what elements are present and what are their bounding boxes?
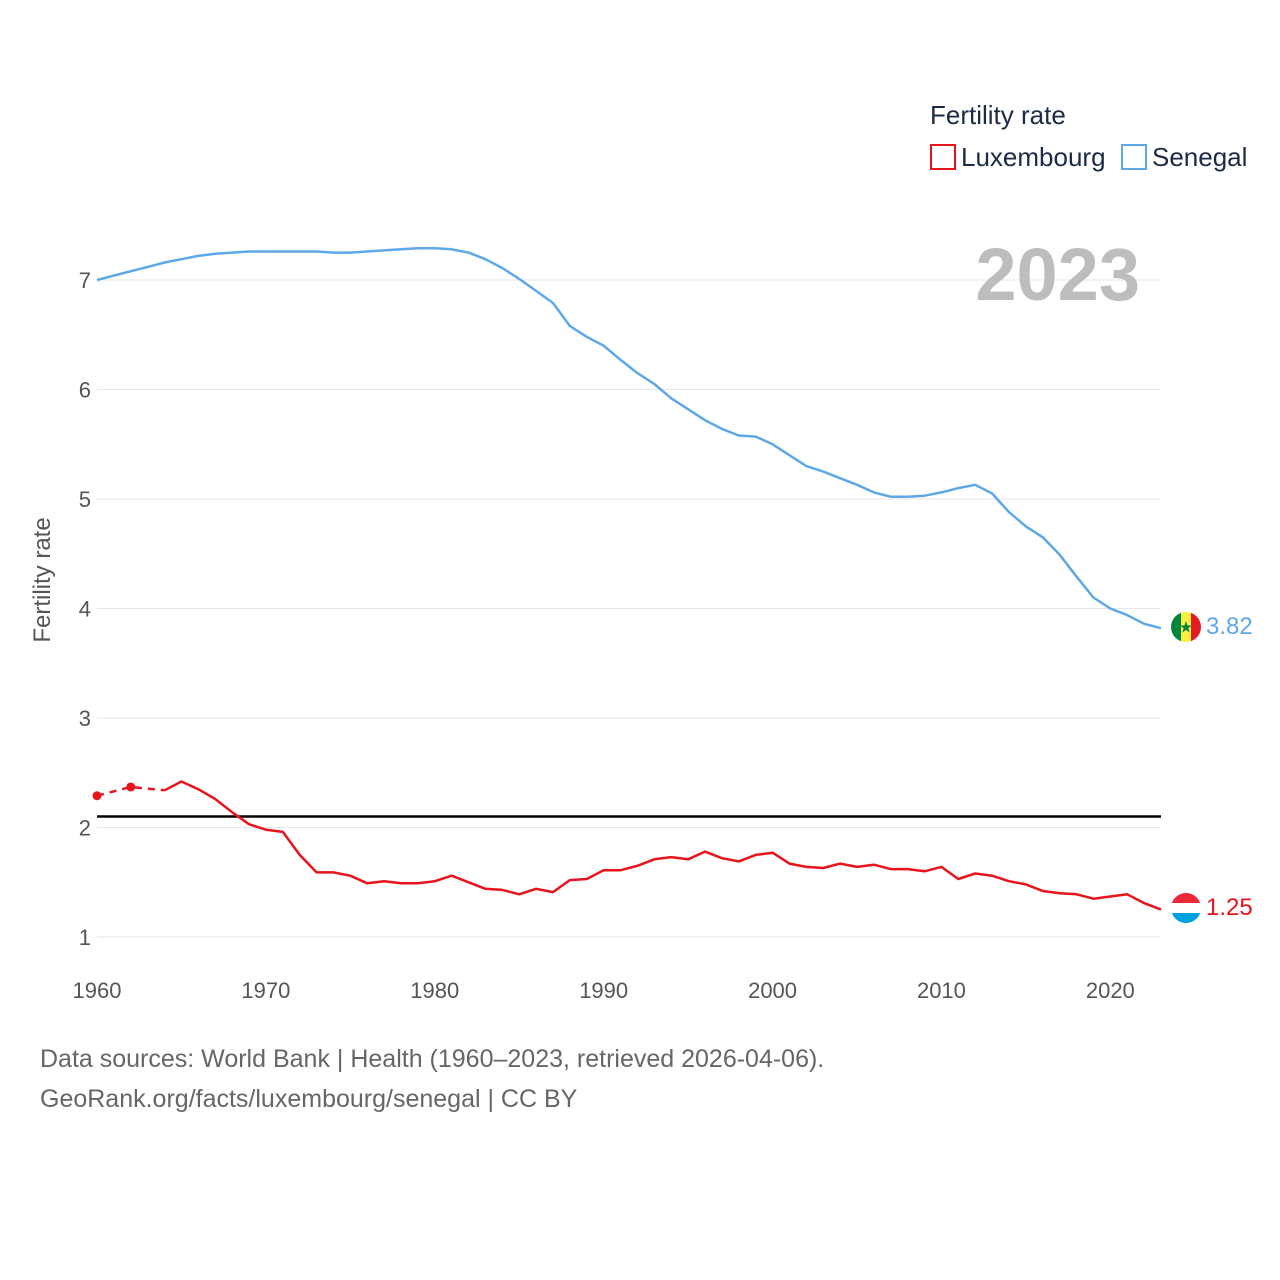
source-line-1: Data sources: World Bank | Health (1960–… xyxy=(40,1045,825,1073)
data-point-luxembourg xyxy=(126,782,136,792)
y-tick-label: 5 xyxy=(79,487,91,512)
x-tick-label: 2010 xyxy=(917,978,966,1003)
luxembourg-flag-icon xyxy=(1171,893,1201,923)
y-tick-label: 1 xyxy=(79,925,91,950)
legend-label-senegal[interactable]: Senegal xyxy=(1152,142,1247,172)
legend-swatch-luxembourg[interactable] xyxy=(930,144,956,170)
series-line-senegal xyxy=(96,246,1162,630)
x-tick-label: 1960 xyxy=(73,978,122,1003)
y-tick-label: 4 xyxy=(79,597,91,622)
year-label: 2023 xyxy=(975,233,1140,316)
y-tick-label: 2 xyxy=(79,816,91,841)
gridlines xyxy=(97,279,1161,938)
x-tick-label: 2020 xyxy=(1086,978,1135,1003)
series-line-luxembourg-dashed xyxy=(96,785,165,797)
y-axis-title: Fertility rate xyxy=(29,517,56,642)
luxembourg-end-value: 1.25 xyxy=(1206,894,1253,921)
source-line-2[interactable]: GeoRank.org/facts/luxembourg/senegal | C… xyxy=(40,1085,578,1113)
legend-swatch-senegal[interactable] xyxy=(1121,144,1147,170)
x-tick-label: 1990 xyxy=(579,978,628,1003)
legend-label-luxembourg[interactable]: Luxembourg xyxy=(961,142,1106,172)
series-layer xyxy=(92,246,1162,911)
y-tick-label: 7 xyxy=(79,268,91,293)
senegal-flag-icon xyxy=(1171,612,1201,642)
legend-title: Fertility rate xyxy=(930,100,1066,130)
x-tick-label: 1980 xyxy=(410,978,459,1003)
y-tick-label: 3 xyxy=(79,706,91,731)
x-axis-ticks: 1960 1970 1980 1990 2000 2010 2020 xyxy=(73,978,1135,1003)
series-line-luxembourg xyxy=(164,780,1162,911)
data-point-luxembourg xyxy=(92,791,102,801)
legend: Fertility rate Luxembourg Senegal xyxy=(930,100,1247,172)
y-axis-ticks: 1 2 3 4 5 6 7 xyxy=(79,268,91,950)
senegal-end-value: 3.82 xyxy=(1206,613,1253,640)
x-tick-label: 2000 xyxy=(748,978,797,1003)
x-tick-label: 1970 xyxy=(241,978,290,1003)
y-tick-label: 6 xyxy=(79,378,91,403)
